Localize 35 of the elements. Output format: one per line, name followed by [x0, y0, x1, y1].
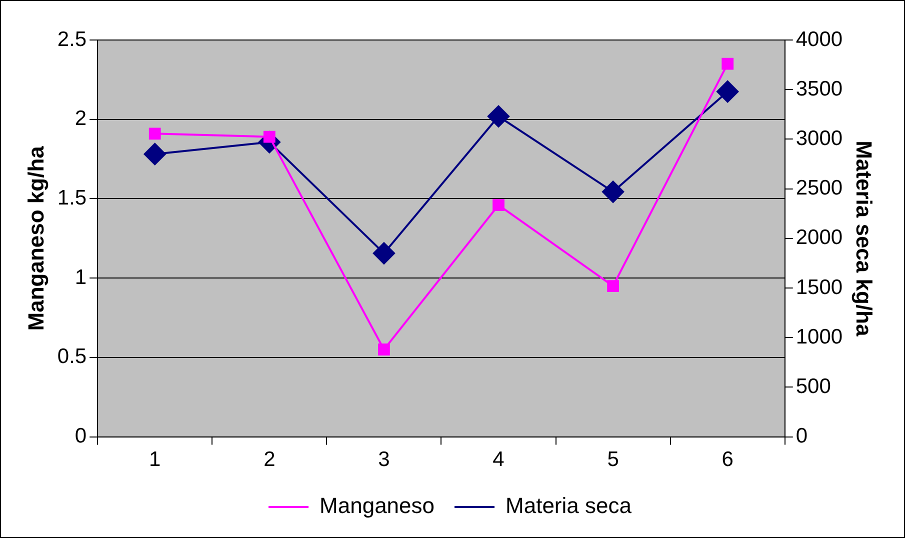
y2-tick-label: 4000	[796, 28, 843, 51]
y-tick-label: 1	[74, 266, 87, 289]
x-tick-label: 6	[722, 448, 734, 472]
y2-tick-label: 2000	[796, 226, 843, 250]
y-tick-label: 2	[74, 107, 87, 130]
y-tick-label: 0.5	[57, 345, 87, 368]
y-axis-title: Manganeso kg/ha	[23, 145, 48, 331]
y2-tick-label: 1000	[796, 325, 843, 348]
x-tick-label: 3	[378, 448, 390, 472]
point	[144, 143, 166, 166]
legend-label: Materia seca	[506, 493, 632, 518]
y2-tick-label: 3000	[796, 126, 843, 150]
point	[722, 58, 734, 70]
point	[488, 105, 510, 128]
legend-label: Manganeso	[320, 493, 435, 518]
x-tick-label: 5	[607, 448, 619, 472]
y2-tick-label: 0	[796, 424, 808, 448]
y2-tick-label: 1500	[796, 276, 843, 299]
y-tick-label: 2.5	[57, 28, 87, 51]
point	[716, 80, 739, 103]
y2-tick-label: 2500	[796, 176, 843, 200]
x-tick-label: 2	[264, 448, 276, 472]
x-tick-label: 1	[149, 448, 161, 472]
point	[492, 199, 504, 212]
y2-axis-title: Materia seca kg/ha	[852, 140, 877, 337]
point	[378, 344, 390, 356]
x-tick-label: 4	[492, 448, 505, 472]
point	[602, 180, 624, 203]
y-tick-label: 0	[74, 424, 87, 448]
point	[148, 128, 161, 140]
point	[372, 242, 395, 264]
y-tick-label: 1.5	[57, 186, 87, 210]
y2-tick-label: 3500	[796, 77, 843, 100]
y2-tick-label: 500	[796, 374, 831, 398]
point	[607, 280, 620, 292]
